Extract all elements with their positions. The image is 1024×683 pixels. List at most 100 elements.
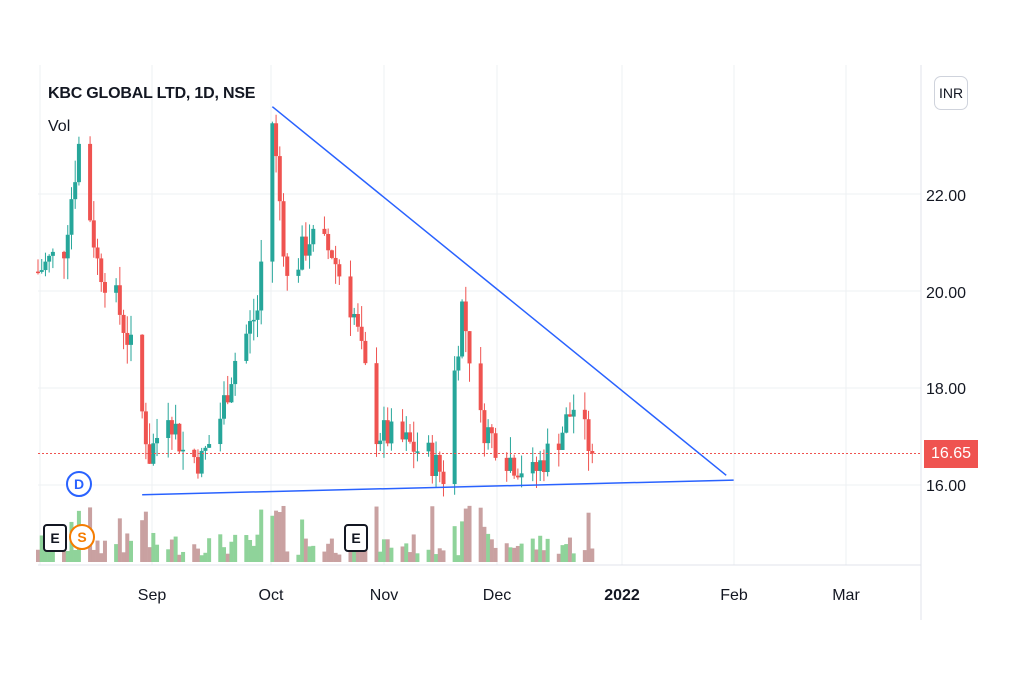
volume-bar [114,544,119,562]
candle-body [508,457,513,471]
volume-bar [181,551,186,562]
candle-body [91,220,96,248]
trendline [142,479,734,496]
candle-body [47,255,52,262]
candle-body [125,332,130,345]
volume-bar [415,553,420,562]
candle-body [155,437,160,444]
candle-body [140,334,145,412]
candle-body [381,420,386,441]
volume-bar [99,553,104,562]
volume-bar [155,544,160,562]
volume-bar [307,546,312,562]
candle-body [311,228,316,245]
candle-body [352,313,357,318]
candle-body [329,250,334,258]
candle-body [434,454,439,476]
time-tick: Mar [832,587,860,604]
candle-body [567,414,572,417]
candle-body [222,395,226,419]
volume-bar [478,507,483,562]
volume-bar [255,534,260,562]
volume-bar [337,554,342,562]
volume-bar [203,552,208,562]
volume-bar [169,539,174,562]
volume-bar [411,534,416,562]
candle-body [441,471,446,485]
candle-body [195,457,200,474]
candle-body [333,257,338,265]
candle-body [270,123,275,262]
trendline [271,106,727,476]
volume-bar [199,555,204,562]
candle-body [43,261,48,271]
volume-bar [586,512,591,562]
candle-body [121,314,126,333]
candle-body [62,251,67,259]
candle-body [571,409,576,417]
candle-body [203,447,208,451]
candle-body [489,427,494,434]
time-tick: Dec [483,587,511,604]
last-price-label: 16.65 [924,440,978,468]
candle-body [169,420,174,435]
candle-body [415,451,420,453]
candle-body [359,326,364,341]
candle-body [76,143,81,183]
volume-legend-label[interactable]: Vol [48,118,71,135]
volume-bar [296,554,301,562]
volume-bar [519,543,524,562]
volume-bar [460,521,465,562]
volume-bar [270,515,275,562]
volume-bar [39,535,44,562]
earnings-event-marker[interactable]: E [344,524,368,552]
price-tick: 18.00 [926,381,966,398]
candle-body [229,384,234,403]
candle-body [564,414,569,433]
price-tick: 22.00 [926,188,966,205]
volume-bar [102,540,107,562]
candle-body [166,420,171,438]
price-axis-labels: 16.00 18.00 20.00 22.00 [926,188,966,495]
volume-bar [385,539,390,562]
split-event-marker[interactable]: S [69,524,95,550]
volume-bar [151,532,156,562]
candle-body [114,285,119,293]
volume-bar [140,520,145,562]
volume-bar [437,548,442,562]
candle-body [460,301,465,357]
candle-body [408,432,412,442]
volume-bar [434,554,439,562]
candle-body [463,301,468,332]
earnings-event-marker[interactable]: E [43,524,67,552]
candle-body [430,442,435,476]
dividend-event-marker[interactable]: D [66,471,92,497]
trendlines[interactable] [142,106,734,496]
volume-bar [493,547,498,562]
candle-body [259,261,264,311]
horizontal-grid [38,193,921,486]
candle-body [486,427,491,444]
time-axis-labels: Sep Oct Nov Dec 2022 Feb Mar [138,587,861,604]
volume-bar [467,505,472,562]
candle-body [538,460,543,471]
volume-bar [251,545,256,562]
candle-body [389,421,394,444]
candle-body [225,395,230,403]
volume-bar [244,535,249,562]
currency-badge[interactable]: INR [934,76,968,110]
volume-bar [456,555,461,562]
time-tick: Sep [138,587,167,604]
volume-bar [218,534,223,562]
candle-body [274,123,279,157]
candle-body [218,418,223,445]
volume-bar [404,543,409,562]
volume-bar [47,549,52,562]
volume-bar [430,506,435,562]
volume-bar [389,547,394,562]
candle-body [39,270,44,272]
chart-title[interactable]: KBC GLOBAL LTD, 1D, NSE [48,85,256,102]
candle-body [199,450,204,474]
volume-bar [582,550,587,562]
